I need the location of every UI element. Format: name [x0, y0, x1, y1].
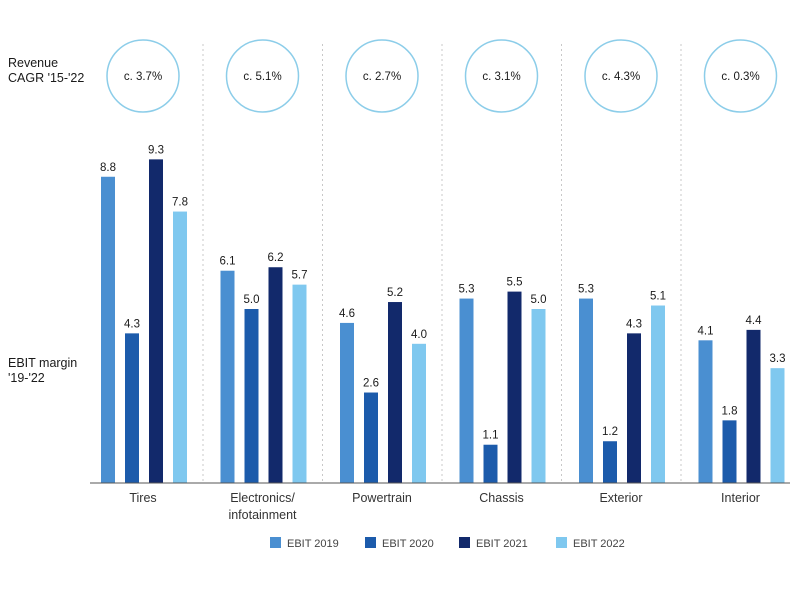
- bar-value-label: 5.1: [650, 291, 666, 303]
- bar-ebit-2022: [770, 368, 785, 483]
- cagr-circle: [464, 39, 539, 113]
- bar-ebit-2019: [579, 298, 593, 483]
- bar-value-label: 3.3: [770, 353, 786, 365]
- bar-ebit-2019: [459, 298, 474, 483]
- bar-value-label: 1.2: [602, 426, 618, 438]
- category-label-line: Interior: [721, 491, 760, 505]
- cagr-value: c. 3.7%: [124, 71, 162, 83]
- cagr-circle: [703, 39, 778, 113]
- bar-ebit-2019: [220, 270, 235, 483]
- bar-value-label: 1.1: [483, 430, 499, 442]
- bar-value-label: 5.0: [531, 294, 547, 306]
- bar-ebit-2022: [531, 309, 546, 483]
- cagr-value: c. 4.3%: [602, 71, 640, 83]
- bar-value-label: 2.6: [363, 378, 379, 390]
- ebit-margin-label: EBIT margin '19-'22: [8, 356, 77, 386]
- legend-swatch: [459, 537, 470, 548]
- revenue-label-line2: CAGR '15-'22: [8, 71, 85, 85]
- bar-ebit-2022: [292, 284, 307, 483]
- bar-value-label: 5.5: [507, 277, 523, 289]
- bar-ebit-2022: [651, 305, 665, 483]
- cagr-value: c. 3.1%: [482, 71, 520, 83]
- bar-ebit-2021: [388, 302, 402, 483]
- bar-value-label: 4.3: [626, 318, 642, 330]
- legend-swatch: [365, 537, 376, 548]
- cagr-value: c. 0.3%: [721, 71, 759, 83]
- bar-ebit-2020: [483, 444, 498, 483]
- legend-swatch: [556, 537, 567, 548]
- bar-value-label: 7.8: [172, 197, 188, 209]
- bar-ebit-2020: [125, 333, 139, 483]
- bar-ebit-2022: [173, 211, 187, 483]
- bar-value-label: 5.7: [292, 270, 308, 282]
- legend-label: EBIT 2019: [287, 538, 339, 550]
- bar-value-label: 6.2: [268, 252, 284, 264]
- bar-value-label: 6.1: [220, 256, 236, 268]
- bar-value-label: 9.3: [148, 144, 164, 156]
- revenue-cagr-label: Revenue CAGR '15-'22: [8, 56, 84, 86]
- bar-ebit-2019: [101, 176, 115, 483]
- category-label: Electronics/infotainment: [228, 491, 297, 522]
- category-label-line: infotainment: [228, 508, 297, 522]
- bar-ebit-2021: [746, 329, 761, 483]
- ebit-label-line2: '19-'22: [8, 371, 45, 385]
- legend-label: EBIT 2022: [573, 538, 625, 550]
- bar-value-label: 5.2: [387, 287, 403, 299]
- category-label-line: Electronics/: [230, 491, 295, 505]
- bar-ebit-2021: [149, 159, 163, 484]
- bar-value-label: 4.3: [124, 318, 140, 330]
- bar-ebit-2021: [627, 333, 641, 483]
- category-label: Chassis: [479, 491, 523, 505]
- bar-ebit-2021: [268, 267, 283, 483]
- bar-value-label: 1.8: [722, 405, 738, 417]
- bar-value-label: 4.1: [698, 325, 714, 337]
- bar-ebit-2020: [722, 420, 737, 483]
- category-label: Powertrain: [352, 491, 412, 505]
- bar-ebit-2020: [244, 309, 259, 483]
- category-label: Interior: [721, 491, 760, 505]
- category-label-line: Tires: [129, 491, 156, 505]
- bar-ebit-2019: [698, 340, 713, 483]
- bar-ebit-2022: [412, 343, 426, 483]
- bar-value-label: 4.6: [339, 308, 355, 320]
- cagr-circle: [584, 39, 658, 113]
- category-label-line: Exterior: [599, 491, 642, 505]
- bar-value-label: 5.3: [578, 284, 594, 296]
- category-label: Tires: [129, 491, 156, 505]
- cagr-circle: [106, 39, 180, 113]
- cagr-value: c. 5.1%: [243, 71, 281, 83]
- legend-swatch: [270, 537, 281, 548]
- category-label-line: Chassis: [479, 491, 523, 505]
- revenue-label-line1: Revenue: [8, 56, 59, 70]
- bar-value-label: 5.3: [459, 284, 475, 296]
- bar-value-label: 5.0: [244, 294, 260, 306]
- bar-value-label: 8.8: [100, 162, 116, 174]
- bar-ebit-2020: [603, 441, 617, 483]
- bar-ebit-2020: [364, 392, 378, 483]
- category-label: Exterior: [599, 491, 642, 505]
- ebit-label-line1: EBIT margin: [8, 356, 78, 370]
- bar-value-label: 4.0: [411, 329, 427, 341]
- legend-label: EBIT 2020: [382, 538, 434, 550]
- bar-ebit-2019: [340, 322, 354, 483]
- cagr-circle: [225, 39, 300, 113]
- cagr-value: c. 2.7%: [363, 71, 401, 83]
- cagr-circle: [345, 39, 419, 113]
- bar-value-label: 4.4: [746, 315, 763, 327]
- bar-ebit-2021: [507, 291, 522, 483]
- category-label-line: Powertrain: [352, 491, 412, 505]
- legend-label: EBIT 2021: [476, 538, 528, 550]
